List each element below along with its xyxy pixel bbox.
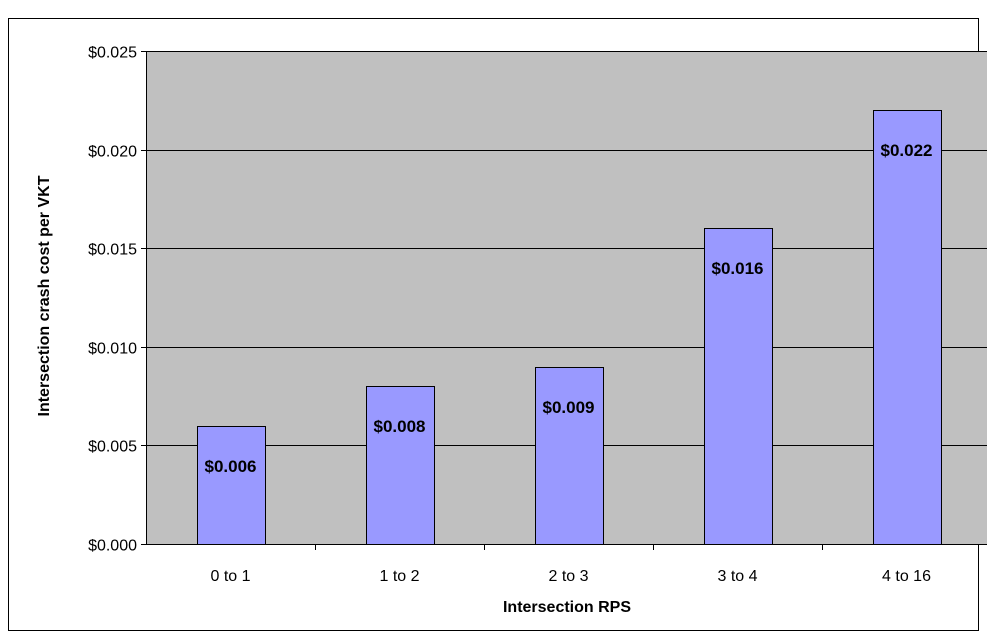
gridlines: [146, 51, 987, 446]
x-tick-label: 3 to 4: [717, 568, 757, 585]
bar-2: [366, 386, 435, 545]
y-tick-label: $0.000: [88, 538, 137, 555]
bar-3: [535, 367, 604, 545]
bar-5: [873, 110, 942, 545]
y-tick-label: $0.010: [88, 341, 137, 358]
bar-1: [197, 426, 266, 545]
axes: [141, 51, 987, 550]
labels: $0.000 $0.005 $0.010 $0.015 $0.020 $0.025 0 to…: [88, 45, 932, 586]
data-label: $0.006: [205, 457, 257, 476]
y-tick-label: $0.005: [88, 439, 137, 456]
data-label: $0.009: [543, 398, 595, 417]
x-tick-label: 4 to 16: [882, 568, 931, 585]
bar-4: [704, 228, 773, 545]
y-axis-title: Intersection crash cost per VKT: [36, 175, 53, 416]
x-tick-label: 1 to 2: [379, 568, 419, 585]
data-label: $0.022: [881, 141, 933, 160]
x-tick-label: 2 to 3: [548, 568, 588, 585]
x-tick-label: 0 to 1: [210, 568, 250, 585]
y-tick-label: $0.020: [88, 144, 137, 161]
y-tick-label: $0.025: [88, 45, 137, 62]
x-axis-title: Intersection RPS: [503, 599, 631, 616]
data-label: $0.008: [374, 417, 426, 436]
bars: [197, 110, 942, 545]
data-label: $0.016: [712, 259, 764, 278]
y-tick-label: $0.015: [88, 242, 137, 259]
